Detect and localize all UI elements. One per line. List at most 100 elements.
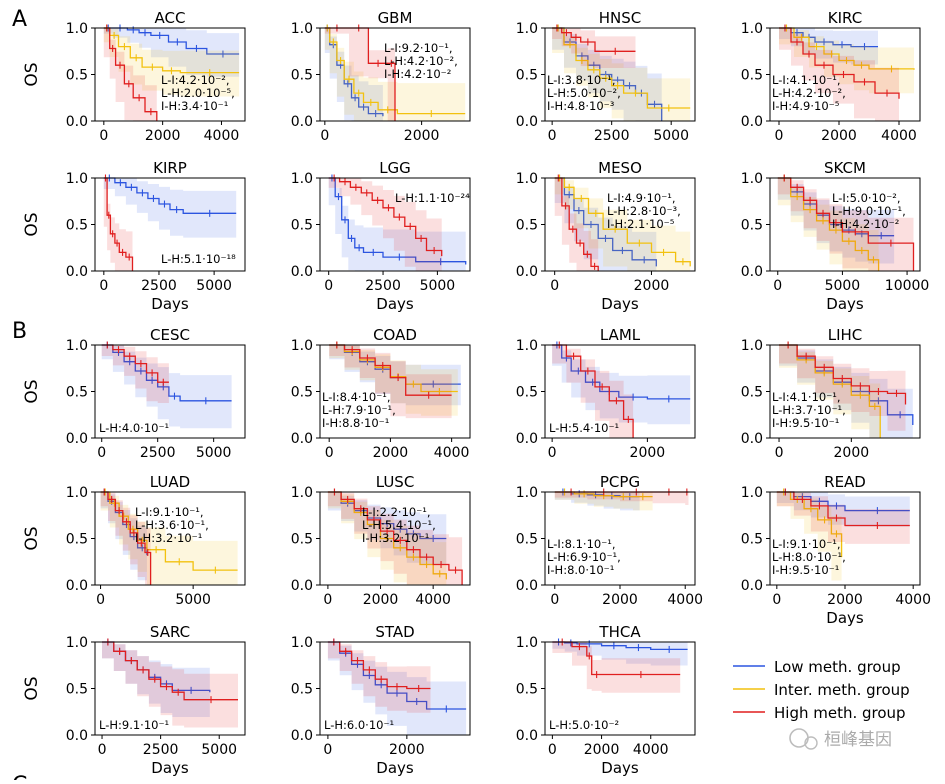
y-tick-label: 0.0 xyxy=(516,264,538,280)
km-panel-gbm: 0.0 0.5 1.0 0 2000 GBM L-I:9.2·10⁻¹,L-H:4.2·10… xyxy=(291,9,471,144)
x-tick-label: 0 xyxy=(99,278,108,294)
p-value-label: L-I:9.1·10⁻¹, xyxy=(135,505,204,519)
y-tick-label: 0.5 xyxy=(66,218,88,234)
x-tick-label: 2000 xyxy=(834,445,870,461)
km-panel-kirc: 0.0 0.5 1.0 0 2000 4000 KIRC L-I:4.1·10⁻¹,L-H:4… xyxy=(741,9,921,144)
p-value-label: L-H:9.0·10⁻¹, xyxy=(832,204,906,218)
x-tick-label: 5000 xyxy=(201,742,237,758)
ci-band-low xyxy=(100,492,147,581)
x-tick-label: 0 xyxy=(550,278,559,294)
y-tick-label: 0.0 xyxy=(741,264,763,280)
x-axis-label: Days xyxy=(826,609,864,627)
section-label-a: A xyxy=(12,7,27,32)
p-value-label: L-I:2.2·10⁻¹, xyxy=(362,505,431,519)
y-tick-label: 1.0 xyxy=(741,485,763,501)
x-tick-label: 2000 xyxy=(145,128,181,144)
km-panel-lusc: 0.0 0.5 1.0 0 2000 4000 LUSC L-I:2.2·10⁻¹,L-H:5… xyxy=(291,473,471,608)
p-value-label: L-I:3.8·10⁻¹, xyxy=(547,73,616,87)
x-tick-label: 2000 xyxy=(363,592,399,608)
ci-band-low xyxy=(324,28,383,121)
x-axis-label: Days xyxy=(601,295,639,313)
ci-band-high xyxy=(327,492,463,585)
panel-title: PCPG xyxy=(600,473,640,491)
x-axis-label: Days xyxy=(151,759,189,777)
ci-band-high xyxy=(329,345,452,419)
x-tick-label: 2000 xyxy=(404,128,440,144)
panel-title: SKCM xyxy=(824,159,866,177)
km-panel-coad: 0.0 0.5 1.0 0 2000 4000 COAD L-I:8.4·10⁻¹,L-H:7… xyxy=(291,326,471,461)
survival-curve-low xyxy=(552,641,688,651)
p-value-label: L-H:8.0·10⁻¹, xyxy=(772,550,846,564)
p-value-label: I-H:9.5·10⁻¹ xyxy=(772,416,839,430)
survival-curve-high xyxy=(101,344,169,383)
y-tick-label: 1.0 xyxy=(66,21,88,37)
x-tick-label: 2500 xyxy=(141,278,177,294)
y-axis-label: OS xyxy=(22,62,42,86)
survival-curve-high xyxy=(779,27,900,99)
survival-curve-inter xyxy=(776,491,843,558)
ci-band-high xyxy=(103,178,133,271)
km-panel-luad: 0.0 0.5 1.0 0 5000 LUAD OS L-I:9.1·10⁻¹,L-H:3.6… xyxy=(22,473,246,608)
y-axis-label: OS xyxy=(22,676,42,700)
y-tick-label: 1.0 xyxy=(66,171,88,187)
panel-title: COAD xyxy=(373,326,417,344)
survival-curve-low xyxy=(100,491,148,556)
x-tick-label: 0 xyxy=(320,128,329,144)
x-axis-label: Days xyxy=(151,295,189,313)
x-tick-label: 5000 xyxy=(196,278,232,294)
p-value-label: L-H:3.7·10⁻¹, xyxy=(772,403,846,417)
y-tick-label: 1.0 xyxy=(66,338,88,354)
p-value-label: L-I:8.1·10⁻¹, xyxy=(547,537,616,551)
y-tick-label: 1.0 xyxy=(291,485,313,501)
section-label-b: B xyxy=(12,319,27,344)
y-tick-label: 0.0 xyxy=(66,578,88,594)
p-value-label: L-H:2.0·10⁻⁵, xyxy=(161,86,235,100)
y-axis-label: OS xyxy=(22,379,42,403)
x-tick-label: 2000 xyxy=(827,592,863,608)
y-tick-label: 1.0 xyxy=(291,21,313,37)
y-axis-label: OS xyxy=(22,526,42,550)
x-tick-label: 0 xyxy=(323,742,332,758)
y-tick-label: 0.0 xyxy=(66,728,88,744)
survival-curve-low xyxy=(103,27,240,55)
ci-band-high xyxy=(327,642,431,713)
y-tick-label: 0.0 xyxy=(516,728,538,744)
x-tick-label: 0 xyxy=(97,445,106,461)
legend-label-inter: Inter. meth. group xyxy=(774,681,910,699)
panel-title: THCA xyxy=(598,623,641,641)
x-tick-label: 0 xyxy=(775,445,784,461)
panel-title: LUSC xyxy=(376,473,415,491)
y-tick-label: 0.0 xyxy=(291,264,313,280)
watermark-icon-small xyxy=(804,736,818,750)
survival-curve-high xyxy=(552,641,681,676)
p-value-label: I-H:8.0·10⁻¹ xyxy=(547,563,614,577)
y-tick-label: 0.0 xyxy=(291,728,313,744)
ci-band-inter xyxy=(552,28,691,121)
km-panel-read: 0.0 0.5 1.0 0 2000 4000 READ Days L-I:9.1·10⁻¹,L… xyxy=(741,473,931,627)
km-panel-acc: 0.0 0.5 1.0 0 2000 4000 ACC OS L-I:4.2·10⁻²,L-H:… xyxy=(22,9,246,144)
p-value-label: L-H:2.8·10⁻³, xyxy=(607,204,681,218)
survival-curve-high xyxy=(554,177,599,271)
x-tick-label: 0 xyxy=(775,128,784,144)
p-value-label: L-I:8.4·10⁻¹, xyxy=(322,390,391,404)
y-tick-label: 0.5 xyxy=(291,385,313,401)
y-tick-label: 0.5 xyxy=(516,218,538,234)
ci-band-inter xyxy=(103,28,240,97)
x-axis-label: Days xyxy=(601,759,639,777)
panel-title: LUAD xyxy=(150,473,190,491)
x-tick-label: 0 xyxy=(99,128,108,144)
p-value-label: I-H:4.8·10⁻³ xyxy=(547,99,615,113)
legend-label-high: High meth. group xyxy=(774,704,906,722)
x-tick-label: 0 xyxy=(323,592,332,608)
ci-band-inter xyxy=(776,492,842,581)
y-tick-label: 0.5 xyxy=(516,532,538,548)
y-tick-label: 0.5 xyxy=(291,532,313,548)
p-value-label: L-H:4.0·10⁻¹ xyxy=(99,421,169,435)
y-tick-label: 0.5 xyxy=(66,68,88,84)
y-axis-label: OS xyxy=(22,212,42,236)
y-tick-label: 0.5 xyxy=(66,532,88,548)
x-tick-label: 0 xyxy=(324,278,333,294)
km-panel-pcpg: 0.0 0.5 1.0 0 2000 4000 PCPG L-I:8.1·10⁻¹,L-H:6… xyxy=(516,473,703,608)
km-panel-laml: 0.0 0.5 1.0 0 2000 LAML L-H:5.4·10⁻¹ xyxy=(516,326,696,461)
